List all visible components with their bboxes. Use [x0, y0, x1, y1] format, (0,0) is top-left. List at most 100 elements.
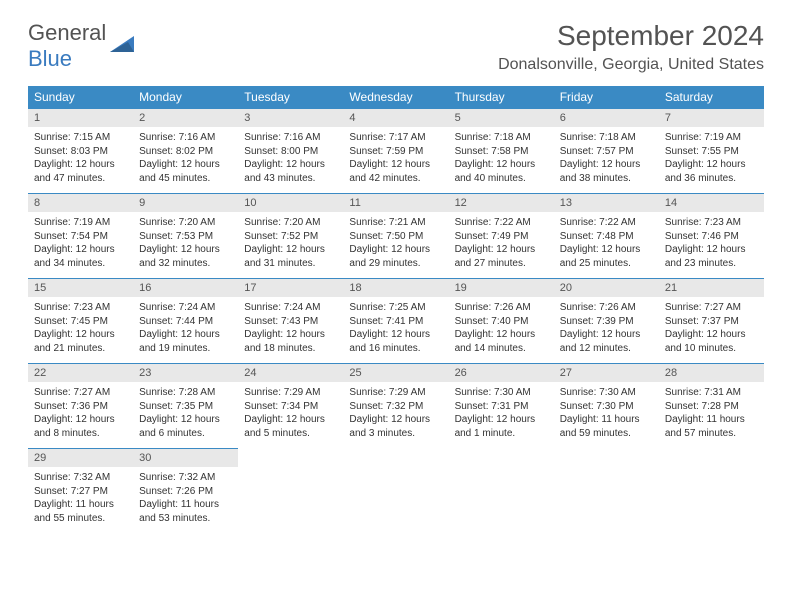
sunset-text: Sunset: 8:00 PM — [244, 145, 337, 159]
day-body-row: Sunrise: 7:15 AMSunset: 8:03 PMDaylight:… — [28, 127, 764, 194]
weekday-header-row: SundayMondayTuesdayWednesdayThursdayFrid… — [28, 86, 764, 109]
daylight-text: Daylight: 12 hours and 29 minutes. — [349, 243, 442, 270]
day-number: 16 — [133, 279, 238, 298]
daylight-text: Daylight: 12 hours and 43 minutes. — [244, 158, 337, 185]
sunrise-text: Sunrise: 7:23 AM — [34, 301, 127, 315]
sunrise-text: Sunrise: 7:21 AM — [349, 216, 442, 230]
day-cell: Sunrise: 7:25 AMSunset: 7:41 PMDaylight:… — [343, 297, 448, 364]
day-cell: Sunrise: 7:16 AMSunset: 8:02 PMDaylight:… — [133, 127, 238, 194]
day-number-row: 22232425262728 — [28, 364, 764, 383]
day-cell: Sunrise: 7:32 AMSunset: 7:27 PMDaylight:… — [28, 467, 133, 533]
day-cell: Sunrise: 7:19 AMSunset: 7:54 PMDaylight:… — [28, 212, 133, 279]
day-cell: Sunrise: 7:29 AMSunset: 7:32 PMDaylight:… — [343, 382, 448, 449]
sunset-text: Sunset: 7:35 PM — [139, 400, 232, 414]
sunrise-text: Sunrise: 7:27 AM — [665, 301, 758, 315]
day-number: 2 — [133, 109, 238, 128]
day-cell: Sunrise: 7:20 AMSunset: 7:52 PMDaylight:… — [238, 212, 343, 279]
sunset-text: Sunset: 7:52 PM — [244, 230, 337, 244]
day-body-row: Sunrise: 7:32 AMSunset: 7:27 PMDaylight:… — [28, 467, 764, 533]
sunset-text: Sunset: 7:26 PM — [139, 485, 232, 499]
day-cell: Sunrise: 7:15 AMSunset: 8:03 PMDaylight:… — [28, 127, 133, 194]
sunrise-text: Sunrise: 7:24 AM — [139, 301, 232, 315]
daylight-text: Daylight: 12 hours and 34 minutes. — [34, 243, 127, 270]
sunset-text: Sunset: 7:55 PM — [665, 145, 758, 159]
day-number: 18 — [343, 279, 448, 298]
weekday-header: Thursday — [449, 86, 554, 109]
title-block: September 2024 Donalsonville, Georgia, U… — [498, 20, 764, 74]
day-body-row: Sunrise: 7:19 AMSunset: 7:54 PMDaylight:… — [28, 212, 764, 279]
daylight-text: Daylight: 12 hours and 6 minutes. — [139, 413, 232, 440]
day-number: 6 — [554, 109, 659, 128]
day-number: 22 — [28, 364, 133, 383]
sunrise-text: Sunrise: 7:19 AM — [665, 131, 758, 145]
weekday-header: Monday — [133, 86, 238, 109]
sunset-text: Sunset: 7:46 PM — [665, 230, 758, 244]
daylight-text: Daylight: 12 hours and 31 minutes. — [244, 243, 337, 270]
sunrise-text: Sunrise: 7:18 AM — [455, 131, 548, 145]
day-number: 21 — [659, 279, 764, 298]
sunset-text: Sunset: 7:48 PM — [560, 230, 653, 244]
day-cell: Sunrise: 7:26 AMSunset: 7:40 PMDaylight:… — [449, 297, 554, 364]
day-cell: Sunrise: 7:24 AMSunset: 7:43 PMDaylight:… — [238, 297, 343, 364]
location-subtitle: Donalsonville, Georgia, United States — [498, 56, 764, 74]
daylight-text: Daylight: 12 hours and 10 minutes. — [665, 328, 758, 355]
day-number — [659, 449, 764, 468]
day-number: 19 — [449, 279, 554, 298]
day-number: 29 — [28, 449, 133, 468]
weekday-header: Friday — [554, 86, 659, 109]
day-number: 7 — [659, 109, 764, 128]
sunrise-text: Sunrise: 7:32 AM — [34, 471, 127, 485]
daylight-text: Daylight: 12 hours and 19 minutes. — [139, 328, 232, 355]
sunrise-text: Sunrise: 7:22 AM — [455, 216, 548, 230]
daylight-text: Daylight: 12 hours and 21 minutes. — [34, 328, 127, 355]
day-cell: Sunrise: 7:27 AMSunset: 7:37 PMDaylight:… — [659, 297, 764, 364]
day-number — [554, 449, 659, 468]
sunrise-text: Sunrise: 7:25 AM — [349, 301, 442, 315]
day-cell: Sunrise: 7:24 AMSunset: 7:44 PMDaylight:… — [133, 297, 238, 364]
sunrise-text: Sunrise: 7:26 AM — [455, 301, 548, 315]
day-cell: Sunrise: 7:23 AMSunset: 7:45 PMDaylight:… — [28, 297, 133, 364]
sunset-text: Sunset: 7:39 PM — [560, 315, 653, 329]
day-number: 3 — [238, 109, 343, 128]
sunrise-text: Sunrise: 7:19 AM — [34, 216, 127, 230]
daylight-text: Daylight: 12 hours and 8 minutes. — [34, 413, 127, 440]
sunset-text: Sunset: 7:34 PM — [244, 400, 337, 414]
day-cell: Sunrise: 7:29 AMSunset: 7:34 PMDaylight:… — [238, 382, 343, 449]
day-cell: Sunrise: 7:28 AMSunset: 7:35 PMDaylight:… — [133, 382, 238, 449]
daylight-text: Daylight: 12 hours and 12 minutes. — [560, 328, 653, 355]
daylight-text: Daylight: 12 hours and 25 minutes. — [560, 243, 653, 270]
sunrise-text: Sunrise: 7:29 AM — [244, 386, 337, 400]
day-number-row: 891011121314 — [28, 194, 764, 213]
day-number: 11 — [343, 194, 448, 213]
day-number: 9 — [133, 194, 238, 213]
day-cell: Sunrise: 7:19 AMSunset: 7:55 PMDaylight:… — [659, 127, 764, 194]
day-number: 8 — [28, 194, 133, 213]
day-cell — [659, 467, 764, 533]
day-number — [449, 449, 554, 468]
day-number: 30 — [133, 449, 238, 468]
day-number — [238, 449, 343, 468]
sunrise-text: Sunrise: 7:28 AM — [139, 386, 232, 400]
daylight-text: Daylight: 12 hours and 32 minutes. — [139, 243, 232, 270]
daylight-text: Daylight: 12 hours and 14 minutes. — [455, 328, 548, 355]
day-cell: Sunrise: 7:32 AMSunset: 7:26 PMDaylight:… — [133, 467, 238, 533]
day-cell: Sunrise: 7:18 AMSunset: 7:58 PMDaylight:… — [449, 127, 554, 194]
day-cell: Sunrise: 7:18 AMSunset: 7:57 PMDaylight:… — [554, 127, 659, 194]
day-cell — [449, 467, 554, 533]
sunrise-text: Sunrise: 7:15 AM — [34, 131, 127, 145]
day-number — [343, 449, 448, 468]
day-number: 15 — [28, 279, 133, 298]
sunrise-text: Sunrise: 7:31 AM — [665, 386, 758, 400]
day-number-row: 2930 — [28, 449, 764, 468]
sunset-text: Sunset: 7:49 PM — [455, 230, 548, 244]
day-cell: Sunrise: 7:22 AMSunset: 7:48 PMDaylight:… — [554, 212, 659, 279]
day-cell — [343, 467, 448, 533]
weekday-header: Sunday — [28, 86, 133, 109]
daylight-text: Daylight: 12 hours and 23 minutes. — [665, 243, 758, 270]
sunrise-text: Sunrise: 7:22 AM — [560, 216, 653, 230]
day-number: 12 — [449, 194, 554, 213]
daylight-text: Daylight: 11 hours and 59 minutes. — [560, 413, 653, 440]
sunset-text: Sunset: 7:28 PM — [665, 400, 758, 414]
day-cell: Sunrise: 7:16 AMSunset: 8:00 PMDaylight:… — [238, 127, 343, 194]
sunrise-text: Sunrise: 7:20 AM — [139, 216, 232, 230]
